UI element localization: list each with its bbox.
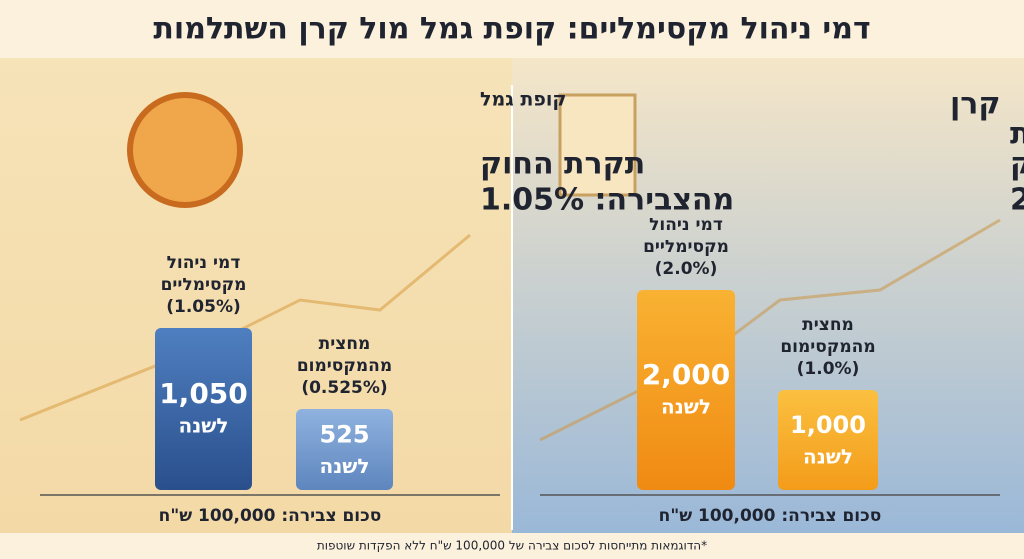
bar-value: 2,000 bbox=[642, 358, 731, 391]
bar-unit: לשנה bbox=[803, 445, 853, 469]
bar-label: (2.0%) bbox=[655, 259, 718, 279]
bar bbox=[296, 409, 393, 490]
bar bbox=[155, 328, 252, 490]
bar-unit: לשנה bbox=[661, 395, 711, 419]
panel-footer: סכום צבירה: 100,000 ש"ח bbox=[159, 506, 382, 526]
cap-text: תקרת החוק bbox=[480, 147, 645, 182]
cap-text: מצבירה: 2.0% bbox=[1010, 183, 1024, 218]
left-panel bbox=[0, 58, 512, 533]
bar-label: (0.525%) bbox=[301, 378, 387, 398]
bar-value: 1,050 bbox=[159, 377, 248, 410]
document-icon bbox=[558, 93, 637, 197]
footnote: *הדוגמאות מתייחסות לסכום צבירה של 100,00… bbox=[317, 539, 707, 553]
bar-label: (1.05%) bbox=[166, 297, 241, 317]
bar-label: (1.0%) bbox=[797, 359, 860, 379]
bar-label: מחצית bbox=[802, 315, 854, 335]
panel-footer: סכום צבירה: 100,000 ש"ח bbox=[659, 506, 882, 526]
bar-label: מהמקסימום bbox=[780, 337, 875, 357]
panel-name: קופת גמל bbox=[480, 89, 566, 111]
bar-label: מקסימליים bbox=[161, 275, 247, 295]
title: דמי ניהול מקסימליים: קופת גמל מול קרן הש… bbox=[153, 12, 870, 47]
bar-unit: לשנה bbox=[178, 414, 228, 438]
decor-line bbox=[539, 218, 1001, 442]
bar-value: 1,000 bbox=[790, 411, 866, 439]
bar-label: דמי ניהול bbox=[167, 253, 241, 273]
panel-name: השתלמות bbox=[1010, 117, 1024, 152]
bar-label: דמי ניהול bbox=[649, 215, 723, 235]
bar bbox=[637, 290, 735, 490]
bar bbox=[778, 390, 878, 490]
cap-text: מהצבירה: 1.05% bbox=[480, 183, 734, 218]
bar-unit: לשנה bbox=[319, 454, 369, 478]
bar-label: מהמקסימום bbox=[297, 356, 392, 376]
panel-name: קרן bbox=[950, 87, 1000, 122]
compass-icon bbox=[127, 92, 243, 208]
cap-text: תקרת החוק bbox=[1010, 147, 1024, 182]
decor-line bbox=[19, 233, 471, 422]
bar-label: מחצית bbox=[319, 334, 371, 354]
bar-label: מקסימליים bbox=[643, 237, 729, 257]
bar-value: 525 bbox=[319, 421, 369, 449]
